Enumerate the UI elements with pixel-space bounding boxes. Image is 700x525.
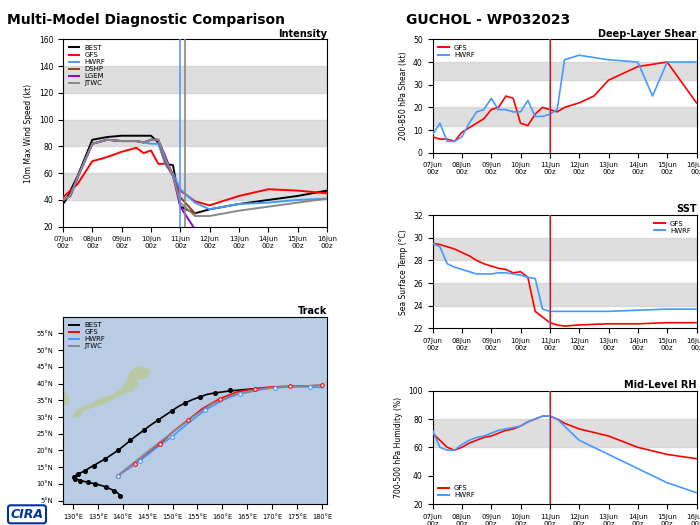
Point bbox=[316, 381, 328, 390]
Point bbox=[166, 407, 177, 415]
Bar bbox=[63, 120, 327, 146]
Point bbox=[182, 416, 193, 425]
Polygon shape bbox=[13, 377, 68, 504]
Text: SST: SST bbox=[676, 204, 696, 214]
Bar bbox=[433, 62, 696, 80]
Point bbox=[304, 383, 315, 391]
Point bbox=[99, 455, 111, 463]
Point bbox=[138, 426, 149, 435]
Point bbox=[179, 399, 190, 407]
Point bbox=[115, 491, 126, 500]
Point bbox=[112, 471, 123, 480]
Point bbox=[108, 487, 120, 495]
Point bbox=[101, 483, 112, 491]
Polygon shape bbox=[127, 367, 150, 380]
Bar bbox=[433, 108, 696, 125]
Text: Multi-Model Diagnostic Comparison: Multi-Model Diagnostic Comparison bbox=[7, 13, 285, 27]
Point bbox=[75, 476, 86, 485]
Point bbox=[134, 456, 146, 465]
Point bbox=[234, 390, 246, 398]
Point bbox=[166, 433, 177, 442]
Bar bbox=[433, 419, 696, 447]
Point bbox=[112, 471, 123, 480]
Bar bbox=[433, 283, 696, 306]
Legend: BEST, GFS, HWRF, JTWC: BEST, GFS, HWRF, JTWC bbox=[66, 320, 108, 351]
Point bbox=[152, 416, 163, 425]
Text: GUCHOL - WP032023: GUCHOL - WP032023 bbox=[406, 13, 570, 27]
Point bbox=[88, 461, 99, 470]
Bar bbox=[63, 66, 327, 93]
Legend: GFS, HWRF: GFS, HWRF bbox=[652, 218, 693, 236]
Point bbox=[155, 439, 166, 448]
Point bbox=[195, 393, 206, 401]
Legend: GFS, HWRF: GFS, HWRF bbox=[436, 484, 477, 500]
Point bbox=[70, 475, 81, 483]
Legend: GFS, HWRF: GFS, HWRF bbox=[436, 43, 477, 60]
Point bbox=[284, 382, 295, 391]
Point bbox=[130, 460, 141, 468]
Point bbox=[69, 473, 80, 481]
Point bbox=[90, 480, 101, 488]
Point bbox=[125, 436, 136, 445]
Point bbox=[199, 406, 211, 415]
Point bbox=[72, 470, 83, 478]
Text: Intensity: Intensity bbox=[278, 28, 327, 39]
Y-axis label: 700-500 hPa Humidity (%): 700-500 hPa Humidity (%) bbox=[394, 397, 402, 498]
Polygon shape bbox=[73, 411, 82, 417]
Point bbox=[249, 384, 260, 393]
Point bbox=[112, 446, 123, 455]
Y-axis label: Sea Surface Temp (°C): Sea Surface Temp (°C) bbox=[398, 229, 407, 314]
Text: CIRA: CIRA bbox=[10, 508, 43, 521]
Bar bbox=[63, 173, 327, 200]
Polygon shape bbox=[74, 379, 138, 415]
Point bbox=[214, 394, 225, 403]
Text: Deep-Layer Shear: Deep-Layer Shear bbox=[598, 28, 696, 39]
Legend: BEST, GFS, HWRF, DSHP, LGEM, JTWC: BEST, GFS, HWRF, DSHP, LGEM, JTWC bbox=[66, 43, 108, 88]
Text: Track: Track bbox=[298, 306, 327, 316]
Y-axis label: 200-850 hPa Shear (kt): 200-850 hPa Shear (kt) bbox=[398, 52, 407, 140]
Point bbox=[209, 388, 220, 397]
Bar bbox=[433, 238, 696, 260]
Point bbox=[83, 478, 94, 487]
Point bbox=[269, 383, 280, 392]
Point bbox=[224, 385, 235, 394]
Point bbox=[80, 466, 91, 475]
Text: Mid-Level RH: Mid-Level RH bbox=[624, 380, 696, 390]
Y-axis label: 10m Max Wind Speed (kt): 10m Max Wind Speed (kt) bbox=[25, 83, 33, 183]
